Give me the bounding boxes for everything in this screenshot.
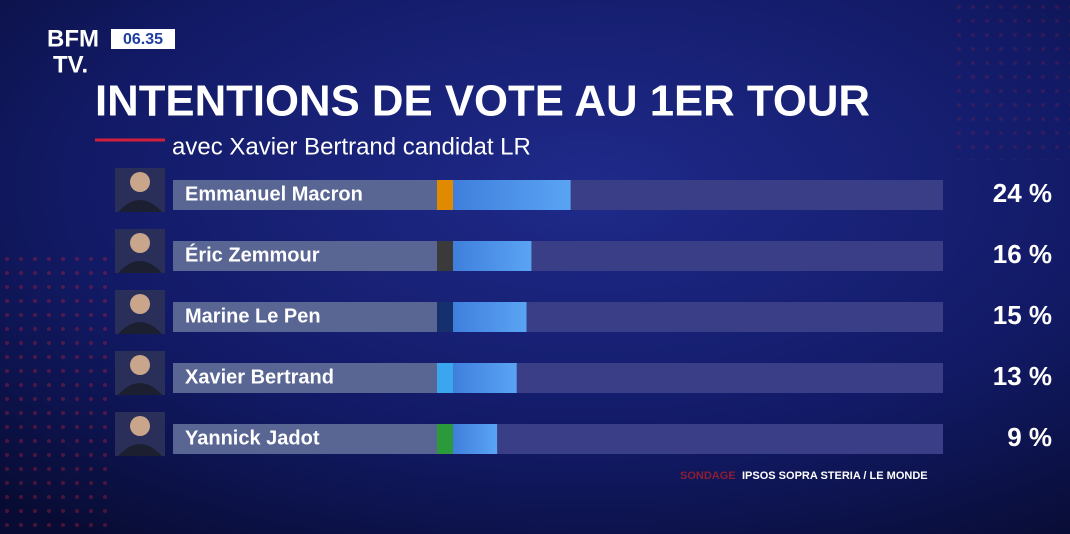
bar bbox=[453, 302, 527, 332]
bar bbox=[453, 363, 517, 393]
party-swatch bbox=[437, 180, 453, 210]
clock: 06.35 bbox=[123, 31, 163, 48]
candidate-name: Marine Le Pen bbox=[185, 305, 321, 327]
portrait-head bbox=[130, 416, 150, 436]
source-label: SONDAGE bbox=[680, 470, 736, 482]
party-swatch bbox=[437, 424, 453, 454]
name-panel bbox=[173, 241, 437, 271]
bar bbox=[453, 241, 532, 271]
clock-box bbox=[111, 29, 175, 49]
name-panel bbox=[173, 424, 437, 454]
logo: TV. bbox=[53, 51, 88, 78]
value-label: 13 % bbox=[993, 361, 1052, 391]
bar bbox=[453, 180, 571, 210]
portrait-body bbox=[118, 383, 162, 395]
portrait-head bbox=[130, 355, 150, 375]
value-label: 9 % bbox=[1007, 422, 1052, 452]
name-panel bbox=[173, 302, 437, 332]
portrait-head bbox=[130, 233, 150, 253]
source: IPSOS SOPRA STERIA / LE MONDE bbox=[742, 470, 928, 482]
portrait-body bbox=[118, 200, 162, 212]
name-panel bbox=[173, 180, 437, 210]
dot-pattern bbox=[950, 0, 1070, 160]
value-label: 24 % bbox=[993, 178, 1052, 208]
logo: BFM bbox=[47, 25, 99, 52]
value-label: 16 % bbox=[993, 239, 1052, 269]
portrait-body bbox=[118, 444, 162, 456]
candidate-name: Yannick Jadot bbox=[185, 427, 320, 449]
candidate-name: Emmanuel Macron bbox=[185, 183, 363, 205]
name-panel bbox=[173, 363, 437, 393]
bar bbox=[453, 424, 498, 454]
chart-subtitle: avec Xavier Bertrand candidat LR bbox=[172, 133, 531, 160]
chart-title: INTENTIONS DE VOTE AU 1ER TOUR bbox=[95, 77, 870, 126]
portrait-head bbox=[130, 172, 150, 192]
party-swatch bbox=[437, 241, 453, 271]
portrait-body bbox=[118, 322, 162, 334]
party-swatch bbox=[437, 363, 453, 393]
dot-pattern bbox=[0, 250, 110, 534]
candidate-name: Xavier Bertrand bbox=[185, 366, 334, 388]
value-label: 15 % bbox=[993, 300, 1052, 330]
party-swatch bbox=[437, 302, 453, 332]
portrait-head bbox=[130, 294, 150, 314]
portrait-body bbox=[118, 261, 162, 273]
candidate-name: Éric Zemmour bbox=[185, 243, 320, 266]
